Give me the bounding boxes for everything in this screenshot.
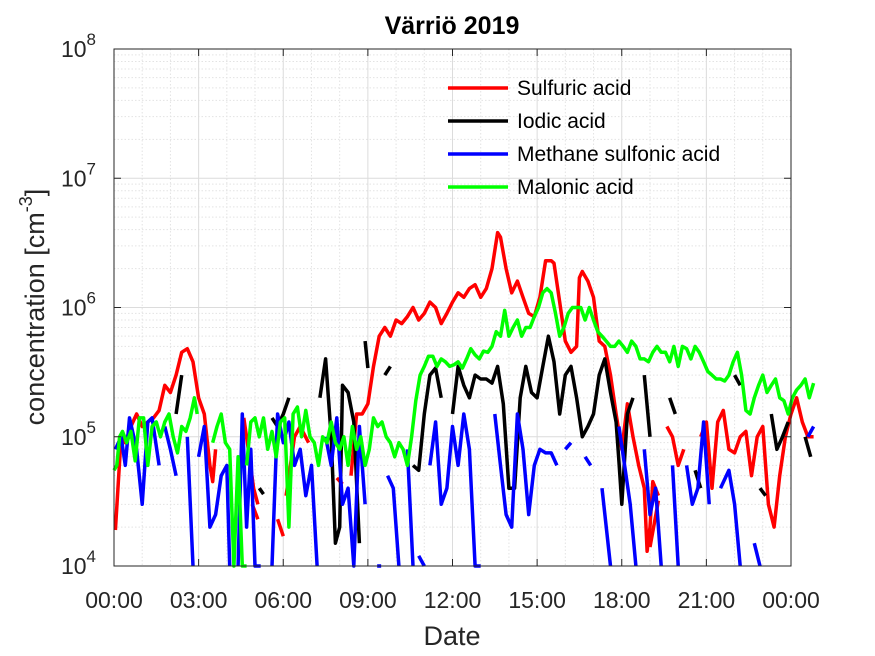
- y-tick-label-exponent: 6: [87, 289, 96, 308]
- y-tick-label-base: 10: [61, 165, 87, 191]
- series-segment: [699, 396, 814, 529]
- series-segment: [803, 436, 813, 458]
- x-tick-label: 18:00: [593, 587, 651, 613]
- series-malonic-acid: [112, 286, 816, 568]
- x-tick-label: 00:00: [762, 587, 820, 613]
- series-segment: [600, 488, 613, 567]
- series-segment: [196, 424, 232, 567]
- series-segment: [684, 420, 711, 507]
- y-axis-label: concentration [cm-3]: [16, 189, 50, 426]
- y-tick-label: 104: [61, 547, 96, 579]
- series-segment: [417, 554, 426, 567]
- series-segment: [275, 518, 285, 537]
- x-tick-label: 15:00: [508, 587, 566, 613]
- series-segment: [733, 374, 742, 387]
- legend-label: Malonic acid: [517, 176, 634, 199]
- series-segment: [752, 542, 762, 567]
- series-segment: [450, 334, 635, 507]
- y-tick-label-base: 10: [61, 424, 87, 450]
- y-tick-label: 107: [61, 159, 96, 191]
- series-segment: [163, 426, 178, 477]
- series-segment: [112, 396, 199, 472]
- legend-label: Sulfuric acid: [517, 77, 631, 100]
- y-tick-label-exponent: 7: [87, 159, 96, 178]
- series-segment: [383, 365, 392, 377]
- x-tick-label: 09:00: [339, 587, 397, 613]
- series-iodic-acid: [174, 334, 813, 545]
- x-tick-label: 03:00: [170, 587, 228, 613]
- tick-marks: [113, 48, 792, 567]
- series-segment: [806, 425, 816, 438]
- series-segment: [363, 340, 370, 369]
- y-tick-label: 106: [61, 289, 96, 321]
- series-segment: [411, 366, 443, 473]
- y-tick-label-base: 10: [61, 36, 87, 62]
- series-segment: [563, 441, 573, 451]
- legend-label: Methane sulfonic acid: [517, 143, 720, 166]
- y-tick-label-base: 10: [61, 553, 87, 579]
- legend: Sulfuric acid Iodic acid Methane sulfonic …: [448, 77, 720, 199]
- chart-title: Värriö 2019: [385, 12, 520, 40]
- series-segment: [617, 426, 638, 567]
- y-axis-label-exponent: -3: [16, 196, 36, 212]
- series-segment: [668, 397, 677, 415]
- series-layer: [112, 230, 816, 568]
- series-segment: [244, 286, 816, 529]
- y-tick-label-exponent: 4: [87, 547, 96, 566]
- series-segment: [670, 465, 680, 567]
- y-tick-label-exponent: 5: [87, 418, 96, 437]
- series-segment: [642, 449, 663, 567]
- x-axis-label: Date: [423, 621, 480, 651]
- series-segment: [174, 374, 184, 415]
- series-segment: [493, 412, 559, 529]
- y-axis-label-close: ]: [20, 189, 50, 197]
- x-tick-labels: 00:00 03:00 06:00 09:00 12:00 15:00 18:00 21:00…: [85, 587, 820, 613]
- x-tick-label: 00:00: [85, 587, 143, 613]
- x-tick-label: 12:00: [424, 587, 482, 613]
- series-segment: [349, 230, 661, 554]
- x-tick-label: 21:00: [678, 587, 736, 613]
- svg-text:concentration [cm-3]: concentration [cm-3]: [16, 189, 50, 426]
- series-segment: [318, 357, 362, 545]
- y-tick-label-exponent: 8: [87, 30, 96, 49]
- series-segment: [323, 416, 367, 568]
- series-segment: [428, 412, 481, 568]
- y-tick-label: 105: [61, 418, 96, 450]
- series-segment: [405, 449, 415, 567]
- series-segment: [211, 412, 247, 568]
- series-segment: [718, 468, 742, 567]
- y-axis-label-text: concentration [cm: [20, 212, 50, 425]
- series-segment: [642, 374, 652, 437]
- series-segment: [583, 455, 593, 467]
- series-segment: [665, 425, 686, 468]
- y-tick-label-base: 10: [61, 295, 87, 321]
- series-segment: [769, 413, 790, 452]
- series-segment: [386, 474, 401, 567]
- y-tick-label: 108: [61, 30, 96, 62]
- series-segment: [257, 487, 265, 496]
- series-segment: [758, 487, 768, 497]
- x-tick-label: 06:00: [254, 587, 312, 613]
- series-segment: [185, 436, 195, 567]
- legend-label: Iodic acid: [517, 110, 606, 133]
